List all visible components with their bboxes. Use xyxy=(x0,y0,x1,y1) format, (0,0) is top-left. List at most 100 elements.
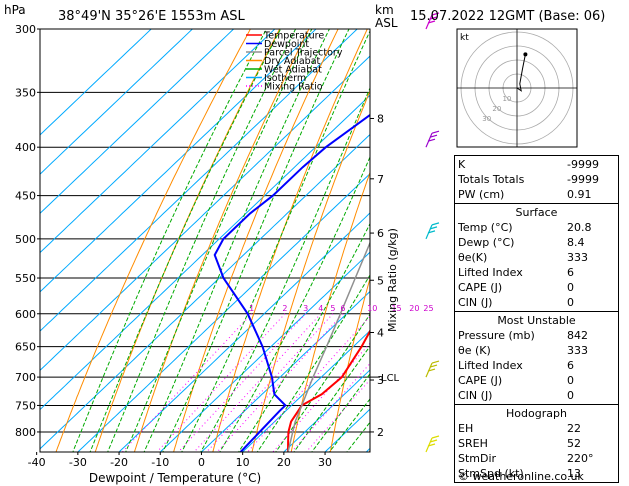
row-value: -9999 xyxy=(567,158,599,171)
table-row: Lifted Index 6 xyxy=(458,358,615,373)
temp-tick-label: 20 xyxy=(277,456,291,469)
row-label: Lifted Index xyxy=(458,266,523,279)
mixing-ratio-label: 10 xyxy=(367,304,377,313)
temp-tick-label: 30 xyxy=(318,456,332,469)
row-label: StmSpd (kt) xyxy=(458,467,524,480)
legend-label: Parcel Trajectory xyxy=(264,48,343,59)
wind-barb-flag xyxy=(427,443,436,447)
wind-barb-staff xyxy=(425,437,433,453)
isotherm-line xyxy=(40,94,370,411)
row-label: EH xyxy=(458,422,474,435)
dry-adiabat-line xyxy=(173,29,339,452)
table-row: Dewp (°C) 8.4 xyxy=(458,235,615,250)
wet-adiabat-line xyxy=(293,345,370,452)
table-row: CIN (J) 0 xyxy=(458,295,615,310)
hodograph-title: Hodograph xyxy=(506,407,567,420)
wind-barbs xyxy=(425,12,440,453)
legend-label: Mixing Ratio xyxy=(264,82,323,93)
row-label: Dewp (°C) xyxy=(458,236,515,249)
km-tick-label: 4 xyxy=(377,327,384,340)
mixing-ratio-line xyxy=(247,315,370,452)
hodograph-ring-label: 20 xyxy=(492,105,501,113)
pressure-tick-label: 750 xyxy=(15,399,36,412)
dry-adiabat-line xyxy=(55,29,251,452)
row-value: -9999 xyxy=(567,173,599,186)
indices-box: K -9999 Totals Totals -9999 PW (cm) 0.91 xyxy=(454,155,619,203)
pressure-tick-label: 300 xyxy=(15,23,36,36)
row-value: 0 xyxy=(567,389,574,402)
temp-tick-label: -10 xyxy=(151,456,169,469)
row-label: CAPE (J) xyxy=(458,374,503,387)
temp-tick-label: 10 xyxy=(236,456,250,469)
pressure-tick-label: 400 xyxy=(15,141,36,154)
row-label: SREH xyxy=(458,437,488,450)
lcl-label: LCL xyxy=(381,373,400,384)
mixing-ratio-label: 6 xyxy=(340,304,345,313)
asl-label: ASL xyxy=(375,16,398,30)
row-label: θe(K) xyxy=(458,251,488,264)
wet-adiabat-line xyxy=(238,222,370,452)
km-tick-label: 3 xyxy=(377,374,384,387)
indices-panel: K -9999 Totals Totals -9999 PW (cm) 0.91 Surf… xyxy=(454,155,619,483)
pressure-tick-label: 700 xyxy=(15,371,36,384)
pressure-tick-label: 800 xyxy=(15,426,36,439)
legend-label: Dry Adiabat xyxy=(264,56,321,67)
wind-barb-staff xyxy=(425,224,433,240)
wind-barb-flag xyxy=(429,16,438,20)
km-tick-label: 6 xyxy=(377,227,384,240)
row-label: StmDir xyxy=(458,452,497,465)
wind-barb-staff xyxy=(425,362,433,378)
pressure-tick-label: 450 xyxy=(15,190,36,203)
row-value: 0 xyxy=(567,281,574,294)
mixing-ratio-label: 1 xyxy=(249,304,254,313)
isotherm-line xyxy=(40,55,370,372)
table-row: StmDir 220° xyxy=(458,451,615,466)
wet-adiabat-line xyxy=(256,274,370,452)
km-tick-label: 2 xyxy=(377,426,384,439)
wind-barb-flag xyxy=(431,360,440,364)
isotherm-line xyxy=(77,173,370,452)
row-label: CIN (J) xyxy=(458,296,493,309)
isotherm-line xyxy=(40,29,276,254)
row-label: θe (K) xyxy=(458,344,491,357)
wind-barb-flag xyxy=(427,138,436,142)
pressure-tick-label: 650 xyxy=(15,341,36,354)
isotherm-line xyxy=(40,29,317,293)
row-value: 0 xyxy=(567,296,574,309)
surface-title: Surface xyxy=(515,206,558,219)
wind-barb-flag xyxy=(429,134,438,138)
row-value: 13 xyxy=(567,467,581,480)
wet-adiabat-line xyxy=(125,29,313,452)
mixing-ratio-line xyxy=(178,313,306,452)
legend-label: Dewpoint xyxy=(264,39,309,50)
isotherm-line xyxy=(40,29,234,215)
pressure-tick-label: 500 xyxy=(15,233,36,246)
table-row: CAPE (J) 0 xyxy=(458,373,615,388)
table-row: K -9999 xyxy=(458,157,615,172)
table-row: SREH 52 xyxy=(458,436,615,451)
hodograph-trace xyxy=(516,54,526,92)
wind-barb-flag xyxy=(429,439,438,443)
legend-label: Isotherm xyxy=(264,73,306,84)
table-row: θe(K) 333 xyxy=(458,250,615,265)
legend-label: Wet Adiabat xyxy=(264,65,322,76)
mixing-ratio-line xyxy=(122,313,252,452)
mixing-ratio-label: 2 xyxy=(282,304,287,313)
surface-box: Surface Temp (°C) 20.8 Dewp (°C) 8.4 θe(K) 33… xyxy=(454,203,619,311)
pressure-tick-label: 550 xyxy=(15,272,36,285)
table-row: CAPE (J) 0 xyxy=(458,280,615,295)
row-value: 52 xyxy=(567,437,581,450)
hodograph-ring-label: 10 xyxy=(502,95,511,103)
axes: 1 2 3 4 5 6 10 15 20 2530035040045050055060065070… xyxy=(15,23,434,485)
wind-barb-flag xyxy=(431,435,440,439)
wet-adiabat-line xyxy=(200,86,370,452)
wind-barb-flag xyxy=(431,130,440,134)
temp-tick-label: -40 xyxy=(28,456,46,469)
row-value: 6 xyxy=(567,359,574,372)
mixing-ratio-line xyxy=(291,362,370,452)
isotherm-line xyxy=(283,369,370,452)
legend-label: Temperature xyxy=(263,31,324,42)
row-label: Lifted Index xyxy=(458,359,523,372)
